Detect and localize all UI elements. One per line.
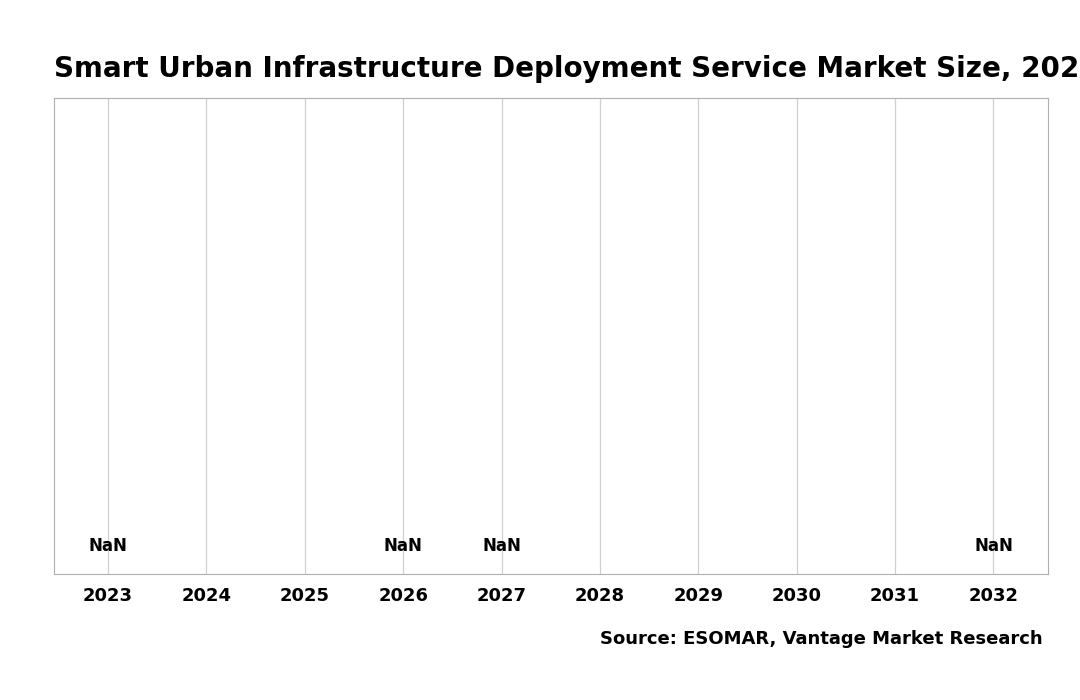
Text: NaN: NaN <box>974 537 1013 555</box>
Text: NaN: NaN <box>383 537 422 555</box>
Text: NaN: NaN <box>89 537 127 555</box>
Text: Source: ESOMAR, Vantage Market Research: Source: ESOMAR, Vantage Market Research <box>599 629 1042 648</box>
Text: NaN: NaN <box>482 537 521 555</box>
Text: Smart Urban Infrastructure Deployment Service Market Size, 2023 To 2032 (USD Mil: Smart Urban Infrastructure Deployment Se… <box>54 55 1080 83</box>
